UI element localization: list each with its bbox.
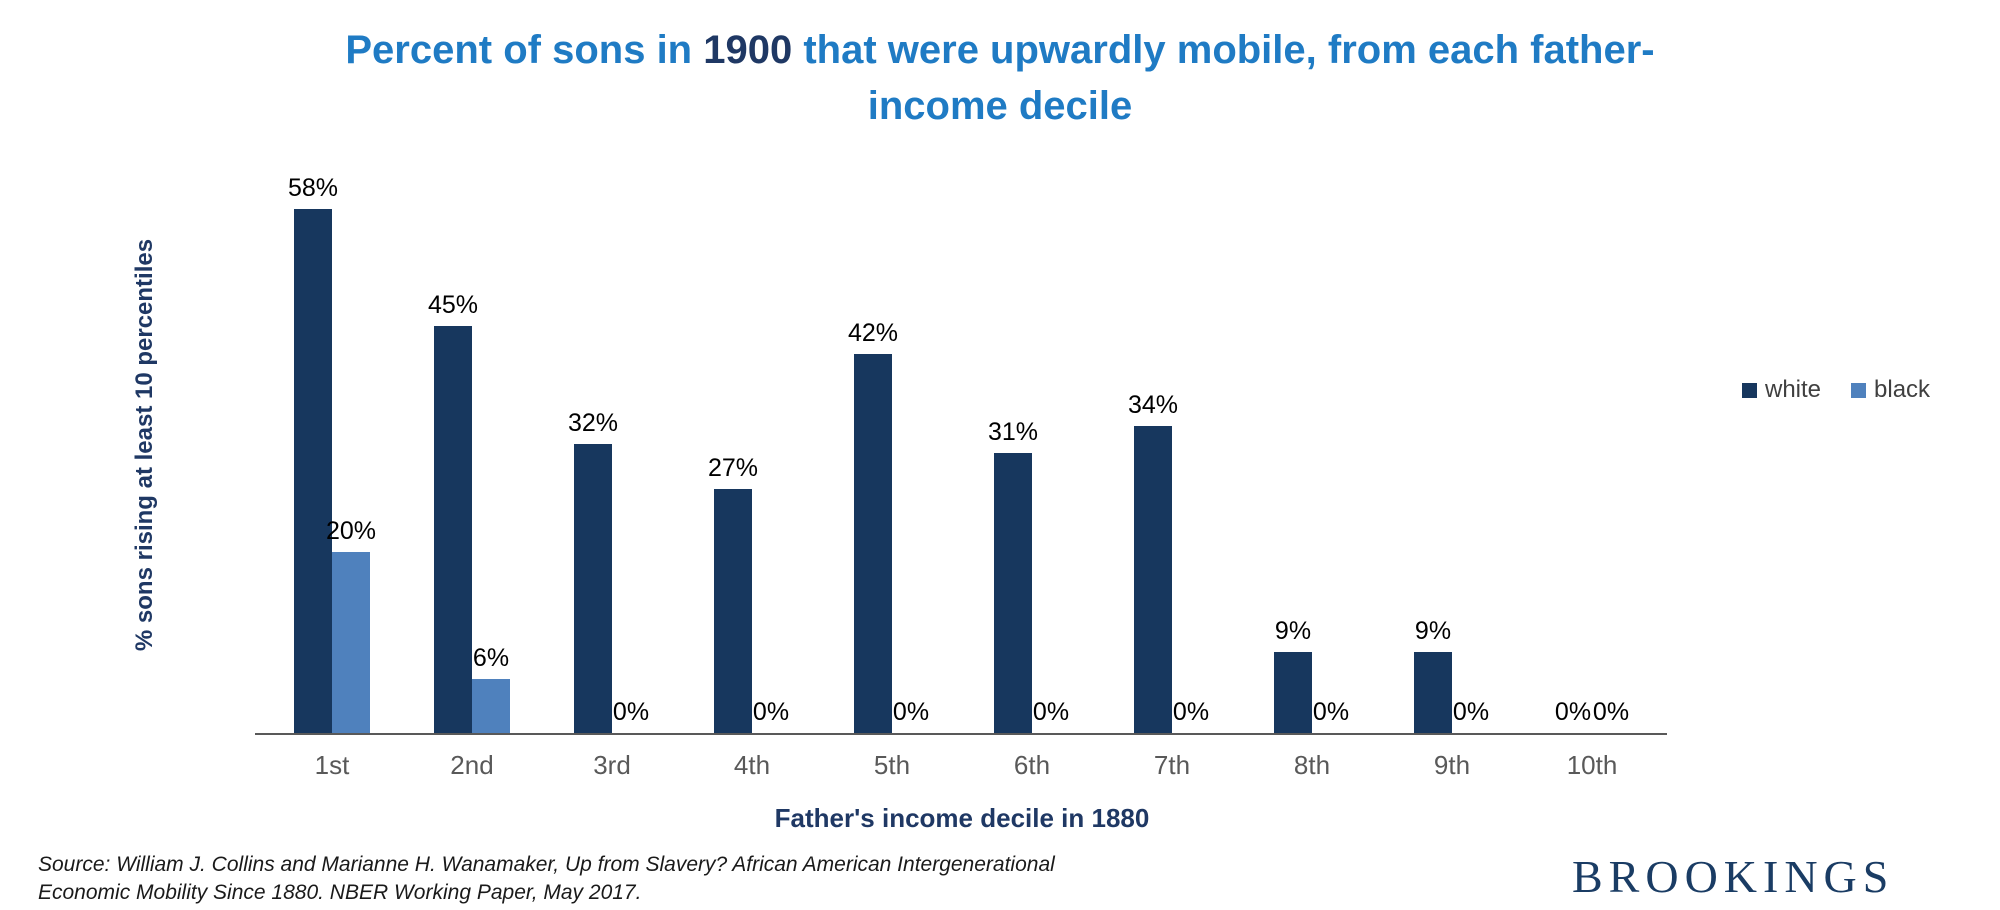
plot-area: 58% 20% 45% 6% 32% 0% 27% 0% 42% 0% 31% 0% 34% 0% 9% 0%… <box>262 174 1662 733</box>
bar-value-label-black-2nd: 6% <box>472 644 510 672</box>
legend-label-white: white <box>1765 376 1822 403</box>
chart-title-prefix: Percent of sons in <box>345 28 704 72</box>
bar-slot: 31% <box>988 191 1038 733</box>
chart-title-year: 1900 <box>703 28 793 72</box>
bar-slot: 0% <box>1592 191 1630 733</box>
bar-slot: 58% <box>288 174 338 733</box>
bar-slot: 0% <box>892 191 930 733</box>
bar-group-1st: 58% 20% <box>262 174 402 733</box>
x-axis-tick-label-6th: 6th <box>1013 750 1051 780</box>
y-axis-title: % sons rising at least 10 percentiles <box>131 238 158 652</box>
bar-slot: 0% <box>1452 191 1490 733</box>
bar-value-label-black-5th: 0% <box>892 698 930 726</box>
bar-group-2nd: 45% 6% <box>402 191 542 733</box>
bar-slot: 9% <box>1414 191 1452 733</box>
bar-value-label-black-6th: 0% <box>1032 698 1070 726</box>
chart-legend: white black <box>1742 376 1930 404</box>
bar-group-9th: 9% 0% <box>1382 191 1522 733</box>
bar-value-label-white-9th: 9% <box>1414 617 1452 645</box>
bar-group-7th: 34% 0% <box>1102 191 1242 733</box>
x-axis-labels: 1st 2nd 3rd 4th 5th 6th 7th 8th 9th 10th <box>262 750 1662 781</box>
bar-value-label-white-8th: 9% <box>1274 617 1312 645</box>
bar-slot: 0% <box>1312 191 1350 733</box>
bar-value-label-white-3rd: 32% <box>567 409 619 437</box>
bar-slot: 20% <box>326 191 376 733</box>
bar-slot: 9% <box>1274 191 1312 733</box>
bar-group-5th: 42% 0% <box>822 191 962 733</box>
bar-white-1st <box>294 209 332 733</box>
bar-slot: 27% <box>708 191 758 733</box>
chart-title: Percent of sons in 1900 that were upward… <box>300 22 1700 134</box>
bar-group-8th: 9% 0% <box>1242 191 1382 733</box>
bar-slot: 32% <box>568 191 618 733</box>
legend-item-white: white <box>1742 376 1821 404</box>
x-axis-tick-label-4th: 4th <box>733 750 771 780</box>
x-axis-tick-label-1st: 1st <box>314 750 350 780</box>
bar-value-label-black-7th: 0% <box>1172 698 1210 726</box>
legend-swatch-icon <box>1851 382 1867 398</box>
bar-slot: 0% <box>1172 191 1210 733</box>
bar-value-label-black-1st: 20% <box>325 517 377 545</box>
bar-white-6th <box>994 453 1032 733</box>
x-axis-tick-label-9th: 9th <box>1433 750 1471 780</box>
source-line-1: Source: William J. Collins and Marianne … <box>38 853 1055 876</box>
bar-value-label-white-6th: 31% <box>987 418 1039 446</box>
x-axis-tick-label-7th: 7th <box>1153 750 1191 780</box>
bar-slot: 45% <box>428 191 478 733</box>
bar-slot: 6% <box>472 191 510 733</box>
bar-slot: 0% <box>1554 191 1592 733</box>
source-line-2: Economic Mobility Since 1880. NBER Worki… <box>38 881 642 905</box>
bar-slot: 42% <box>848 191 898 733</box>
bar-group-6th: 31% 0% <box>962 191 1102 733</box>
bar-white-7th <box>1134 426 1172 733</box>
x-axis-title: Father's income decile in 1880 <box>774 803 1150 833</box>
bar-slot: 0% <box>1032 191 1070 733</box>
bar-value-label-white-1st: 58% <box>287 174 339 202</box>
bar-value-label-white-4th: 27% <box>707 454 759 482</box>
bar-slot: 34% <box>1128 191 1178 733</box>
brookings-logo: BROOKINGS <box>1572 851 1895 902</box>
source-note: Source: William J. Collins and Marianne … <box>38 851 1055 908</box>
bar-value-label-black-10th: 0% <box>1592 698 1630 726</box>
chart-title-suffix: that were upwardly mobile, from each fat… <box>792 28 1655 128</box>
x-axis-tick-label-5th: 5th <box>873 750 911 780</box>
bar-white-2nd <box>434 326 472 733</box>
x-axis-tick-label-8th: 8th <box>1293 750 1331 780</box>
bar-white-4th <box>714 489 752 733</box>
bar-value-label-black-9th: 0% <box>1452 698 1490 726</box>
x-axis-tick-label-2nd: 2nd <box>450 750 494 780</box>
bar-slot: 0% <box>612 191 650 733</box>
bar-black-1st <box>332 552 370 733</box>
legend-swatch-icon <box>1742 382 1757 398</box>
bar-white-3rd <box>574 444 612 733</box>
bar-white-9th <box>1414 652 1452 733</box>
legend-label-black: black <box>1874 376 1931 403</box>
bar-value-label-black-3rd: 0% <box>612 698 650 726</box>
bar-value-label-white-5th: 42% <box>847 319 899 347</box>
bar-group-10th: 0% 0% <box>1522 191 1662 733</box>
bar-slot: 0% <box>752 191 790 733</box>
bar-value-label-white-7th: 34% <box>1127 391 1179 419</box>
bar-white-5th <box>854 354 892 733</box>
bar-value-label-black-8th: 0% <box>1312 698 1350 726</box>
bar-value-label-white-2nd: 45% <box>427 291 479 319</box>
bar-black-2nd <box>472 679 510 733</box>
x-axis-tick-label-10th: 10th <box>1566 750 1618 780</box>
x-axis-line <box>255 733 1667 735</box>
bar-group-4th: 27% 0% <box>682 191 822 733</box>
x-axis-tick-label-3rd: 3rd <box>593 750 631 780</box>
bar-group-3rd: 32% 0% <box>542 191 682 733</box>
bar-white-8th <box>1274 652 1312 733</box>
legend-item-black: black <box>1851 376 1930 404</box>
bar-value-label-black-4th: 0% <box>752 698 790 726</box>
bar-value-label-white-10th: 0% <box>1554 698 1592 726</box>
